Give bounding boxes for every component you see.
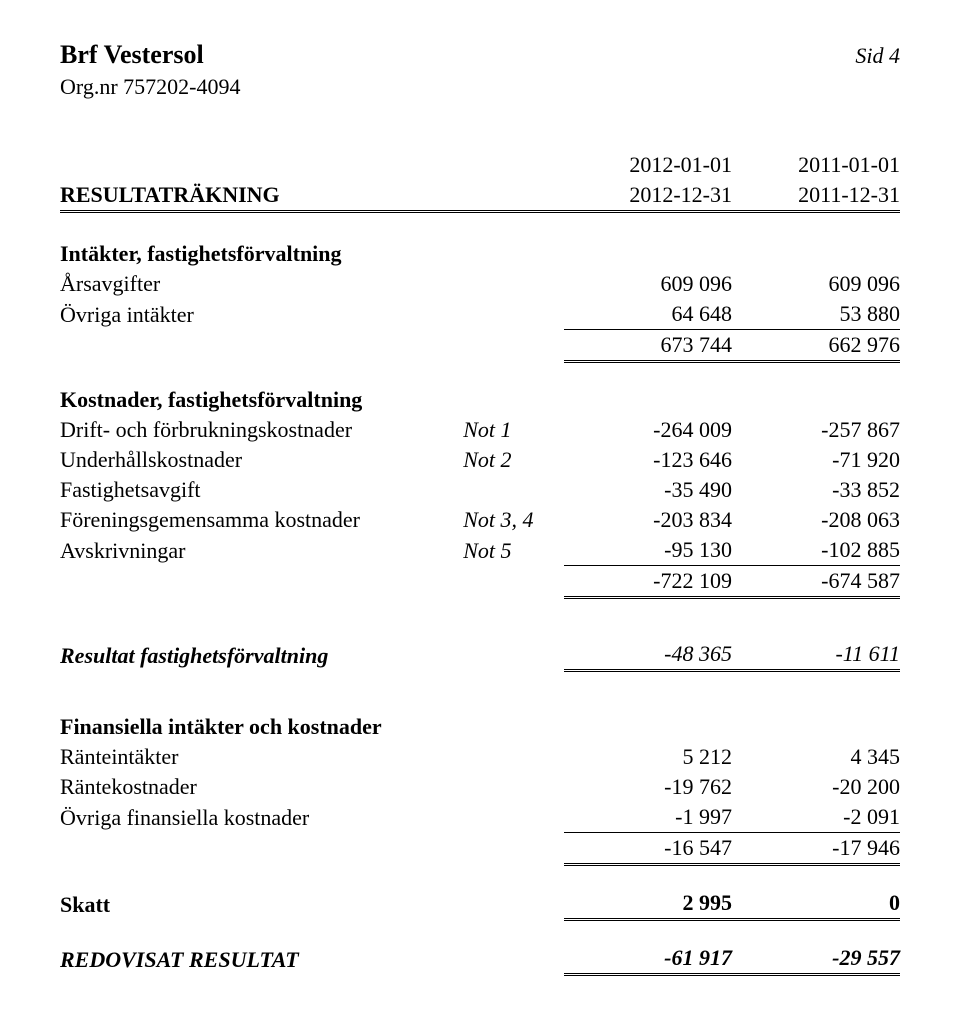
cost-row-note: Not 2 bbox=[463, 445, 564, 475]
cost-row-label: Fastighetsavgift bbox=[60, 475, 463, 505]
cost-row-note: Not 1 bbox=[463, 415, 564, 445]
final-result-v1: -61 917 bbox=[564, 943, 732, 975]
company-name: Brf Vestersol bbox=[60, 40, 204, 70]
income-row-v2: 53 880 bbox=[732, 299, 900, 330]
cost-row-v2: -208 063 bbox=[732, 505, 900, 535]
financial-row-v1: -1 997 bbox=[564, 802, 732, 833]
income-sum-v2: 662 976 bbox=[732, 330, 900, 362]
cost-row-v2: -71 920 bbox=[732, 445, 900, 475]
cost-row-label: Drift- och förbrukningskostnader bbox=[60, 415, 463, 445]
org-number: Org.nr 757202-4094 bbox=[60, 74, 900, 100]
operating-result-v2: -11 611 bbox=[732, 639, 900, 671]
financial-row-v1: -19 762 bbox=[564, 772, 732, 802]
financial-row-label: Ränteintäkter bbox=[60, 742, 463, 772]
cost-row-note: Not 5 bbox=[463, 535, 564, 566]
tax-v1: 2 995 bbox=[564, 888, 732, 920]
financial-row-v1: 5 212 bbox=[564, 742, 732, 772]
tax-label: Skatt bbox=[60, 888, 463, 920]
costs-sum-v2: -674 587 bbox=[732, 566, 900, 598]
income-row-v2: 609 096 bbox=[732, 269, 900, 299]
tax-v2: 0 bbox=[732, 888, 900, 920]
financial-sum-v1: -16 547 bbox=[564, 833, 732, 865]
income-row-v1: 64 648 bbox=[564, 299, 732, 330]
operating-result-label: Resultat fastighetsförvaltning bbox=[60, 639, 463, 671]
cost-row-v2: -257 867 bbox=[732, 415, 900, 445]
page-number: Sid 4 bbox=[855, 43, 900, 69]
income-statement-table: 2012-01-01 2011-01-01 RESULTATRÄKNING 20… bbox=[60, 150, 900, 976]
statement-title: RESULTATRÄKNING bbox=[60, 180, 463, 212]
income-sum-v1: 673 744 bbox=[564, 330, 732, 362]
financial-heading: Finansiella intäkter och kostnader bbox=[60, 712, 463, 742]
financial-row-label: Övriga finansiella kostnader bbox=[60, 802, 463, 833]
cost-row-v1: -95 130 bbox=[564, 535, 732, 566]
cost-row-v2: -102 885 bbox=[732, 535, 900, 566]
financial-row-v2: -2 091 bbox=[732, 802, 900, 833]
income-row-label: Årsavgifter bbox=[60, 269, 463, 299]
income-heading: Intäkter, fastighetsförvaltning bbox=[60, 239, 463, 269]
period-2-to: 2011-12-31 bbox=[732, 180, 900, 212]
cost-row-label: Underhållskostnader bbox=[60, 445, 463, 475]
costs-heading: Kostnader, fastighetsförvaltning bbox=[60, 385, 463, 415]
cost-row-note: Not 3, 4 bbox=[463, 505, 564, 535]
cost-row-label: Föreningsgemensamma kostnader bbox=[60, 505, 463, 535]
cost-row-note bbox=[463, 475, 564, 505]
financial-row-label: Räntekostnader bbox=[60, 772, 463, 802]
period-1-from: 2012-01-01 bbox=[564, 150, 732, 180]
cost-row-label: Avskrivningar bbox=[60, 535, 463, 566]
cost-row-v1: -123 646 bbox=[564, 445, 732, 475]
cost-row-v1: -264 009 bbox=[564, 415, 732, 445]
financial-row-v2: -20 200 bbox=[732, 772, 900, 802]
income-row-v1: 609 096 bbox=[564, 269, 732, 299]
final-result-v2: -29 557 bbox=[732, 943, 900, 975]
operating-result-v1: -48 365 bbox=[564, 639, 732, 671]
financial-sum-v2: -17 946 bbox=[732, 833, 900, 865]
cost-row-v1: -203 834 bbox=[564, 505, 732, 535]
income-row-label: Övriga intäkter bbox=[60, 299, 463, 330]
financial-row-v2: 4 345 bbox=[732, 742, 900, 772]
period-1-to: 2012-12-31 bbox=[564, 180, 732, 212]
period-2-from: 2011-01-01 bbox=[732, 150, 900, 180]
costs-sum-v1: -722 109 bbox=[564, 566, 732, 598]
cost-row-v1: -35 490 bbox=[564, 475, 732, 505]
final-result-label: REDOVISAT RESULTAT bbox=[60, 943, 463, 975]
cost-row-v2: -33 852 bbox=[732, 475, 900, 505]
